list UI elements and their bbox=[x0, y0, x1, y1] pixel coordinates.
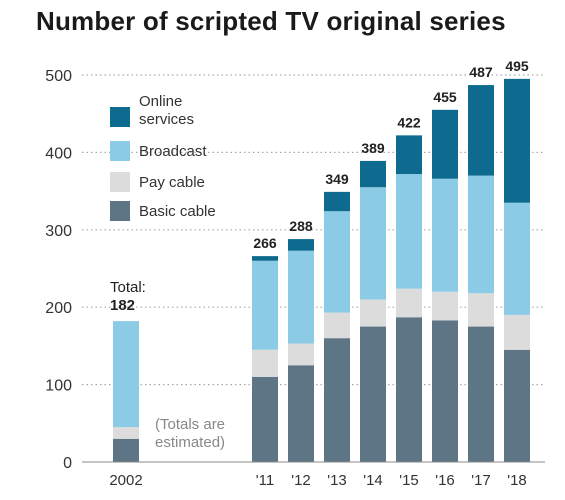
x-tick-label: '16 bbox=[435, 472, 455, 489]
bar-total-label: 349 bbox=[325, 171, 349, 187]
bar-segment-basic-cable bbox=[468, 326, 494, 462]
bar-segment-online bbox=[360, 160, 386, 188]
y-tick-label: 100 bbox=[45, 378, 72, 395]
bar-segment-basic-cable bbox=[252, 376, 278, 462]
legend-swatch-broadcast bbox=[110, 141, 130, 161]
bar-segment-basic-cable bbox=[324, 338, 350, 462]
bar-segment-basic-cable bbox=[360, 326, 386, 462]
x-axis-ticks: 2002 '11 '12 '13 '14 '15 '16 '17 '18 bbox=[109, 472, 526, 489]
estimate-note: (Totals are bbox=[155, 416, 225, 433]
bar-total-label: 389 bbox=[361, 140, 385, 156]
legend-label: Online bbox=[139, 93, 182, 110]
legend-swatch-basic-cable bbox=[110, 201, 130, 221]
bar-segment-broadcast bbox=[468, 175, 494, 294]
bar-total-label: 266 bbox=[253, 235, 277, 251]
gridlines bbox=[82, 74, 545, 386]
x-tick-label: 2002 bbox=[109, 472, 142, 489]
bar-segment-basic-cable bbox=[288, 365, 314, 462]
bar-segment-pay-cable bbox=[504, 314, 530, 350]
y-tick-label: 500 bbox=[45, 68, 72, 85]
bar-segment-online bbox=[396, 135, 422, 175]
bar-total-label: 495 bbox=[505, 58, 529, 74]
x-tick-label: '15 bbox=[399, 472, 419, 489]
total-value: 182 bbox=[110, 297, 135, 314]
x-tick-label: '14 bbox=[363, 472, 383, 489]
legend-label: services bbox=[139, 111, 194, 128]
y-axis-ticks: 0 100 200 300 400 500 bbox=[45, 68, 72, 472]
bar-segment-online bbox=[504, 78, 530, 203]
bar-segment-broadcast bbox=[288, 250, 314, 344]
bar-segment-online bbox=[324, 191, 350, 212]
bar-segment-pay-cable bbox=[432, 291, 458, 321]
y-tick-label: 0 bbox=[63, 455, 72, 472]
bar-total-label: 422 bbox=[397, 114, 421, 130]
bar-segment-basic-cable bbox=[504, 349, 530, 462]
legend-label: Broadcast bbox=[139, 143, 207, 160]
y-tick-label: 400 bbox=[45, 145, 72, 162]
bar-segment-broadcast bbox=[396, 174, 422, 289]
bar-segment-broadcast bbox=[360, 187, 386, 300]
bar-total-label: 455 bbox=[433, 89, 457, 105]
bar-segment-online bbox=[468, 85, 494, 176]
legend-swatch-online bbox=[110, 107, 130, 127]
legend-label: Basic cable bbox=[139, 203, 216, 220]
bar-segment-pay-cable bbox=[324, 312, 350, 339]
x-tick-label: '17 bbox=[471, 472, 491, 489]
bars bbox=[113, 78, 530, 462]
bar-total-label: 288 bbox=[289, 218, 313, 234]
bar-segment-broadcast bbox=[252, 260, 278, 350]
bar-segment-pay-cable bbox=[360, 299, 386, 327]
bar-totals: 266 288 349 389 422 455 487 495 bbox=[253, 58, 529, 251]
bar-segment-broadcast bbox=[432, 178, 458, 292]
total-prefix: Total: bbox=[110, 279, 146, 296]
bar-segment-pay-cable bbox=[288, 343, 314, 366]
bar-segment-basic-cable bbox=[396, 317, 422, 462]
bar-segment-pay-cable bbox=[252, 349, 278, 377]
bar-total-label: 487 bbox=[469, 64, 493, 80]
x-tick-label: '18 bbox=[507, 472, 527, 489]
bar-segment-basic-cable bbox=[113, 438, 139, 462]
chart-title: Number of scripted TV original series bbox=[36, 6, 506, 36]
bar-segment-online bbox=[432, 109, 458, 179]
legend-label: Pay cable bbox=[139, 174, 205, 191]
bar-segment-broadcast bbox=[324, 211, 350, 313]
bar-segment-online bbox=[288, 239, 314, 251]
legend-swatch-pay-cable bbox=[110, 172, 130, 192]
y-tick-label: 200 bbox=[45, 300, 72, 317]
x-tick-label: '13 bbox=[327, 472, 347, 489]
bar-segment-broadcast bbox=[504, 202, 530, 315]
bar-segment-broadcast bbox=[113, 321, 139, 428]
bar-segment-pay-cable bbox=[396, 288, 422, 318]
bar-segment-basic-cable bbox=[432, 320, 458, 462]
x-tick-label: '12 bbox=[291, 472, 311, 489]
y-tick-label: 300 bbox=[45, 223, 72, 240]
estimate-note: estimated) bbox=[155, 434, 225, 451]
bar-segment-pay-cable bbox=[113, 427, 139, 439]
bar-segment-pay-cable bbox=[468, 293, 494, 327]
bar-segment-online bbox=[252, 256, 278, 261]
x-tick-label: '11 bbox=[256, 472, 274, 489]
